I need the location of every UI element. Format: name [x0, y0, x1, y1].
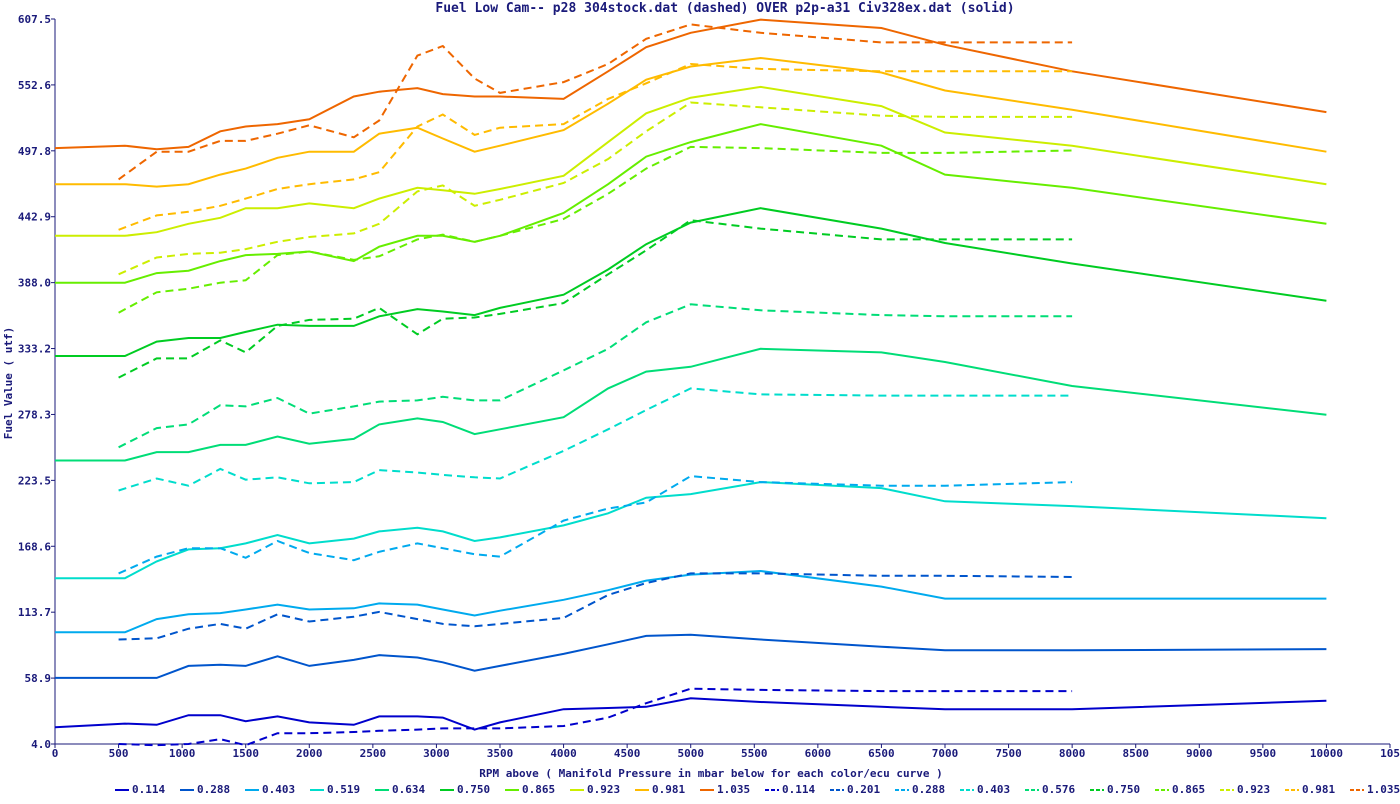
- x-tick-label: 10000: [1310, 747, 1343, 760]
- y-tick-label: 497.8: [18, 145, 51, 158]
- dashed-series-0.981: [118, 62, 1073, 231]
- x-tick-label: 4000: [550, 747, 577, 760]
- legend-label: 0.634: [392, 783, 425, 796]
- x-tick-label: 4500: [614, 747, 641, 760]
- solid-series-0.403: [55, 569, 1327, 634]
- y-tick-label: 607.5: [18, 13, 51, 26]
- legend: 0.114 0.288 0.403 0.519 0.634 0.750 0.865 0.923…: [115, 783, 1400, 796]
- y-tick-label: 58.9: [25, 672, 52, 685]
- solid-series-0.288: [55, 633, 1327, 679]
- y-tick-label: 168.6: [18, 540, 51, 553]
- x-axis-label: RPM above ( Manifold Pressure in mbar be…: [479, 767, 943, 780]
- x-tick-label: 8000: [1059, 747, 1086, 760]
- dashed-series-0.750: [118, 219, 1073, 379]
- legend-label: 0.750: [457, 783, 490, 796]
- x-tick-label: 7000: [932, 747, 959, 760]
- x-tick-label: 9500: [1250, 747, 1277, 760]
- solid-series-0.750: [55, 207, 1327, 357]
- legend-label: 0.403: [262, 783, 295, 796]
- legend-label: 1.035: [717, 783, 750, 796]
- legend-label: 0.865: [522, 783, 555, 796]
- x-tick-label: 0: [52, 747, 59, 760]
- legend-label: 0.750: [1107, 783, 1140, 796]
- y-tick-label: 552.6: [18, 79, 51, 92]
- legend-label: 0.981: [1302, 783, 1335, 796]
- x-tick-label: 1500: [232, 747, 259, 760]
- axes: 4.0 58.9 113.7 168.6 223.5 278.3 333.2 388.0 442…: [18, 13, 1400, 760]
- series-layer: [54, 18, 1327, 747]
- solid-series-0.865: [55, 123, 1327, 284]
- solid-series-0.519: [55, 481, 1327, 580]
- dashed-series-0.288: [118, 475, 1073, 575]
- legend-label: 0.865: [1172, 783, 1205, 796]
- x-tick-label: 3500: [487, 747, 514, 760]
- solid-series-0.114: [54, 697, 1327, 731]
- y-tick-label: 442.9: [18, 211, 51, 224]
- legend-label: 0.201: [847, 783, 880, 796]
- x-tick-label: 5500: [741, 747, 768, 760]
- dashed-series-0.576: [118, 303, 1073, 449]
- x-tick-label: 7500: [995, 747, 1022, 760]
- dashed-series-0.865: [118, 145, 1073, 314]
- x-tick-label: 9000: [1186, 747, 1213, 760]
- x-tick-label: 8500: [1122, 747, 1149, 760]
- solid-series-1.035: [54, 18, 1327, 151]
- legend-label: 0.981: [652, 783, 685, 796]
- legend-label: 0.288: [197, 783, 230, 796]
- y-tick-label: 333.2: [18, 343, 51, 356]
- x-tick-label: 500: [109, 747, 129, 760]
- dashed-series-0.403: [118, 387, 1073, 492]
- y-axis-label: Fuel Value ( utf): [2, 327, 15, 440]
- dashed-series-1.035: [118, 23, 1073, 181]
- solid-series-0.923: [55, 85, 1327, 237]
- x-tick-label: 6500: [868, 747, 895, 760]
- dashed-series-0.114: [118, 687, 1073, 747]
- y-tick-label: 388.0: [18, 277, 51, 290]
- legend-label: 0.923: [1237, 783, 1270, 796]
- solid-series-0.981: [55, 56, 1327, 188]
- y-tick-label: 4.0: [31, 738, 51, 751]
- x-tick-label: 6000: [805, 747, 832, 760]
- legend-label: 0.403: [977, 783, 1010, 796]
- dashed-series-0.923: [118, 101, 1073, 276]
- y-tick-label: 278.3: [18, 408, 51, 421]
- x-tick-label: 1000: [169, 747, 196, 760]
- legend-label: 0.288: [912, 783, 945, 796]
- chart-title: Fuel Low Cam-- p28 304stock.dat (dashed)…: [435, 1, 1014, 16]
- x-tick-label: 2500: [360, 747, 387, 760]
- y-tick-label: 223.5: [18, 474, 51, 487]
- x-tick-label: 3000: [423, 747, 450, 760]
- legend-label: 0.576: [1042, 783, 1075, 796]
- legend-label: 0.519: [327, 783, 360, 796]
- x-tick-label: 2000: [296, 747, 323, 760]
- x-tick-label: 105: [1380, 747, 1400, 760]
- legend-label: 0.114: [132, 783, 165, 796]
- legend-label: 1.035: [1367, 783, 1400, 796]
- dashed-series-0.201: [118, 572, 1073, 641]
- solid-series-0.634: [55, 347, 1327, 462]
- legend-label: 0.114: [782, 783, 815, 796]
- y-tick-label: 113.7: [18, 606, 51, 619]
- legend-label: 0.923: [587, 783, 620, 796]
- x-tick-label: 5000: [677, 747, 704, 760]
